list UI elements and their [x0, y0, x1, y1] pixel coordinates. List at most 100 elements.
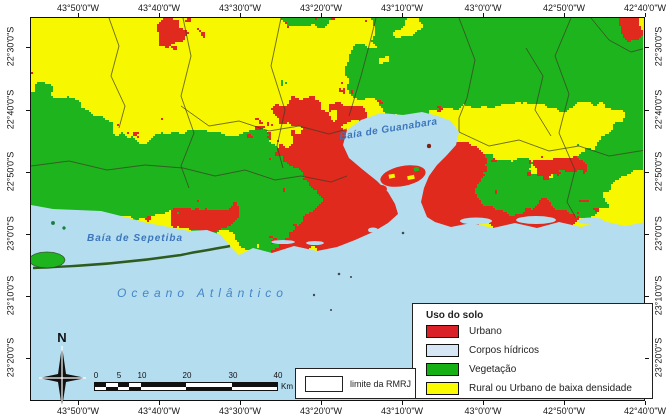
- scale-bar-segment: [117, 386, 130, 390]
- axis-tick: [321, 401, 322, 405]
- lon-label-bottom: 43°20'0"W: [299, 406, 343, 416]
- axis-tick: [26, 110, 30, 111]
- urbano-swatch: [426, 325, 459, 338]
- lat-label-left: 23°10'0"S: [5, 275, 16, 316]
- scale-bar-segment: [140, 383, 186, 387]
- axis-tick: [645, 401, 646, 405]
- legend-item-label: Vegetação: [469, 364, 517, 375]
- legend-item-label: Rural ou Urbano de baixa densidade: [469, 383, 632, 394]
- axis-tick: [564, 13, 565, 17]
- lon-label-bottom: 43°50'0"W: [56, 406, 100, 416]
- axis-tick: [564, 401, 565, 405]
- scale-bar-segment: [106, 383, 118, 387]
- axis-tick: [645, 234, 649, 235]
- lat-label-left: 23°20'0"S: [5, 337, 16, 378]
- axis-tick: [483, 401, 484, 405]
- lon-label-bottom: 43°40'0"W: [137, 406, 181, 416]
- scale-bar-segment: [95, 383, 107, 387]
- axis-tick: [78, 401, 79, 405]
- lon-label-top: 42°40'0"W: [623, 3, 667, 13]
- rural-swatch: [426, 382, 459, 395]
- legend-item-vegetacao: Vegetação: [413, 363, 652, 378]
- lon-label-bottom: 43°0'0"W: [464, 406, 502, 416]
- lat-label-right: 22°40'0"S: [653, 89, 664, 130]
- scale-tick-label: 0: [93, 371, 99, 380]
- land-use-legend: Uso do solo Urbano Corpos hídricos Veget…: [412, 303, 653, 399]
- lat-label-left: 22°40'0"S: [5, 89, 16, 130]
- scale-tick-label: 10: [137, 371, 147, 380]
- rmrj-boundary-swatch: [305, 376, 343, 392]
- axis-tick: [26, 358, 30, 359]
- axis-tick: [240, 401, 241, 405]
- lon-label-top: 43°0'0"W: [464, 3, 502, 13]
- axis-tick: [645, 110, 649, 111]
- legend-item-label: Urbano: [469, 326, 502, 337]
- lon-label-top: 43°20'0"W: [299, 3, 343, 13]
- axis-tick: [78, 13, 79, 17]
- atlantic-ocean-label: Oceano Atlântico: [117, 286, 288, 300]
- scale-bar-segment: [231, 383, 277, 387]
- legend-item-label: Corpos hídricos: [469, 345, 540, 356]
- lon-label-top: 43°40'0"W: [137, 3, 181, 13]
- lat-label-right: 23°20'0"S: [653, 337, 664, 378]
- axis-tick: [159, 401, 160, 405]
- axis-tick: [645, 172, 649, 173]
- lon-label-top: 43°30'0"W: [218, 3, 262, 13]
- scale-bar-unit: Km: [281, 382, 293, 391]
- legend-item-urbano: Urbano: [413, 325, 652, 340]
- scale-tick-label: 40: [273, 371, 283, 380]
- lon-label-top: 43°50'0"W: [56, 3, 100, 13]
- lat-label-right: 23°0'0"S: [653, 216, 664, 251]
- legend-title: Uso do solo: [426, 310, 484, 321]
- scale-bar-segment: [129, 383, 141, 387]
- vegetacao-swatch: [426, 363, 459, 376]
- north-arrow-label: N: [57, 330, 67, 345]
- rmrj-boundary-legend: limite da RMRJ: [295, 368, 416, 399]
- legend-item-rural: Rural ou Urbano de baixa densidade: [413, 382, 652, 397]
- scale-tick-label: 5: [116, 371, 122, 380]
- axis-tick: [240, 13, 241, 17]
- lon-label-top: 43°10'0"W: [380, 3, 424, 13]
- scale-bar-segment: [140, 386, 186, 390]
- axis-tick: [26, 234, 30, 235]
- axis-tick: [483, 13, 484, 17]
- axis-tick: [26, 296, 30, 297]
- map-frame: Baía de Guanabara Baía de Sepetiba Ocean…: [30, 17, 645, 401]
- scale-bar-segment: [95, 386, 107, 390]
- scale-tick-label: 30: [228, 371, 238, 380]
- scale-bar-segment: [129, 386, 141, 390]
- rmrj-boundary-label: limite da RMRJ: [350, 379, 412, 389]
- sepetiba-bay-label: Baía de Sepetiba: [87, 233, 184, 244]
- north-arrow: N: [34, 330, 90, 408]
- axis-tick: [645, 358, 649, 359]
- legend-item-corpos-hidricos: Corpos hídricos: [413, 344, 652, 359]
- axis-tick: [26, 47, 30, 48]
- compass-rose-icon: [39, 346, 86, 408]
- lon-label-bottom: 43°10'0"W: [380, 406, 424, 416]
- lat-label-right: 23°10'0"S: [653, 275, 664, 316]
- lat-label-left: 23°0'0"S: [5, 216, 16, 251]
- axis-tick: [645, 47, 649, 48]
- axis-tick: [321, 13, 322, 17]
- scale-bar-segment: [186, 383, 232, 387]
- lon-label-bottom: 42°40'0"W: [623, 406, 667, 416]
- corpos-hidricos-swatch: [426, 344, 459, 357]
- scale-bar-segment: [186, 386, 232, 390]
- lat-label-right: 22°50'0"S: [653, 151, 664, 192]
- scale-bar-segment: [117, 383, 130, 387]
- lat-label-left: 22°50'0"S: [5, 151, 16, 192]
- scale-bar-segment: [106, 386, 118, 390]
- scale-bar-strip: [94, 382, 278, 391]
- scale-bar-segment: [231, 386, 277, 390]
- scale-bar: 0 5 10 20 30 40 Km: [94, 371, 304, 395]
- lat-label-right: 22°30'0"S: [653, 26, 664, 67]
- lat-label-left: 22°30'0"S: [5, 26, 16, 67]
- axis-tick: [159, 13, 160, 17]
- axis-tick: [645, 296, 649, 297]
- lon-label-bottom: 42°50'0"W: [542, 406, 586, 416]
- lon-label-bottom: 43°30'0"W: [218, 406, 262, 416]
- scale-tick-label: 20: [182, 371, 192, 380]
- lon-label-top: 42°50'0"W: [542, 3, 586, 13]
- axis-tick: [402, 13, 403, 17]
